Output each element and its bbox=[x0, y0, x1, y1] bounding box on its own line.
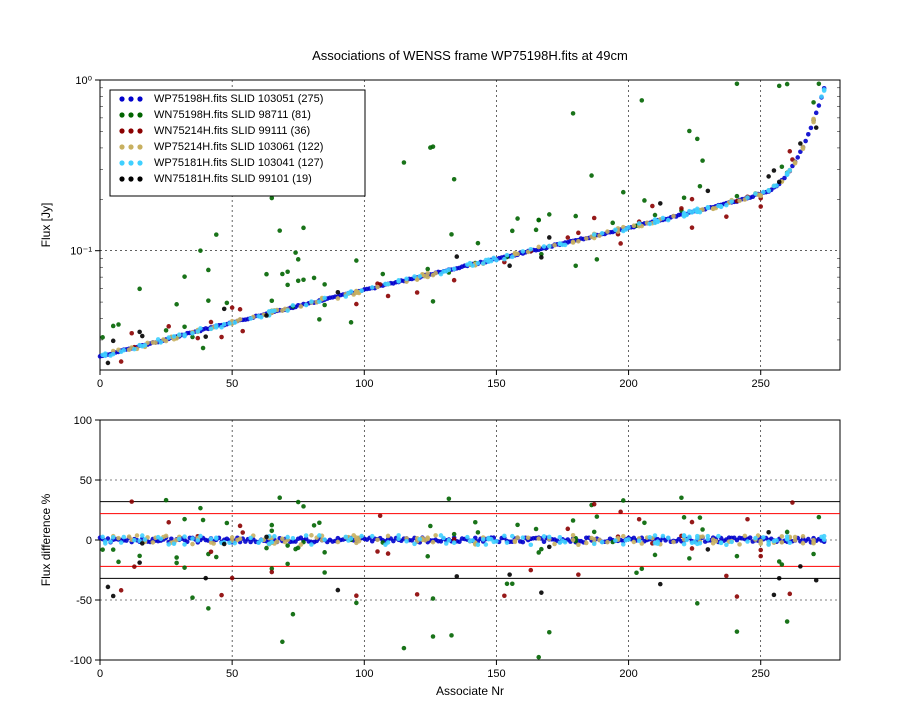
svg-text:WN75214H.fits SLID 99111 (36): WN75214H.fits SLID 99111 (36) bbox=[154, 125, 310, 137]
svg-text:Flux difference %: Flux difference % bbox=[39, 493, 53, 586]
svg-text:WN75198H.fits SLID 98711 (81): WN75198H.fits SLID 98711 (81) bbox=[154, 109, 311, 121]
svg-text:WN75181H.fits SLID 99101 (19): WN75181H.fits SLID 99101 (19) bbox=[154, 173, 312, 185]
svg-text:-50: -50 bbox=[76, 595, 92, 607]
svg-text:Flux [Jy]: Flux [Jy] bbox=[39, 203, 53, 248]
svg-text:50: 50 bbox=[80, 475, 92, 487]
svg-text:250: 250 bbox=[752, 668, 770, 680]
svg-text:200: 200 bbox=[619, 668, 637, 680]
svg-text:50: 50 bbox=[226, 668, 238, 680]
svg-text:0: 0 bbox=[97, 668, 103, 680]
figure-container: Associations of WENSS frame WP75198H.fit… bbox=[0, 0, 900, 720]
svg-text:Associations of WENSS frame WP: Associations of WENSS frame WP75198H.fit… bbox=[312, 48, 628, 63]
svg-text:150: 150 bbox=[487, 378, 505, 390]
svg-text:250: 250 bbox=[752, 378, 770, 390]
svg-text:100: 100 bbox=[355, 668, 373, 680]
figure-svg: Associations of WENSS frame WP75198H.fit… bbox=[0, 0, 900, 720]
svg-text:50: 50 bbox=[226, 378, 238, 390]
svg-text:Associate Nr: Associate Nr bbox=[436, 684, 504, 698]
svg-text:150: 150 bbox=[487, 668, 505, 680]
svg-text:0: 0 bbox=[86, 535, 92, 547]
svg-text:200: 200 bbox=[619, 378, 637, 390]
svg-text:WP75181H.fits SLID 103041 (127: WP75181H.fits SLID 103041 (127) bbox=[154, 157, 323, 169]
svg-text:WP75198H.fits SLID 103051 (275: WP75198H.fits SLID 103051 (275) bbox=[154, 93, 323, 105]
svg-text:10⁻¹: 10⁻¹ bbox=[70, 246, 92, 258]
svg-text:10⁰: 10⁰ bbox=[75, 75, 92, 87]
svg-text:0: 0 bbox=[97, 378, 103, 390]
svg-text:100: 100 bbox=[355, 378, 373, 390]
svg-text:WP75214H.fits SLID 103061 (122: WP75214H.fits SLID 103061 (122) bbox=[154, 141, 323, 153]
svg-text:100: 100 bbox=[74, 415, 92, 427]
svg-text:-100: -100 bbox=[70, 655, 92, 667]
